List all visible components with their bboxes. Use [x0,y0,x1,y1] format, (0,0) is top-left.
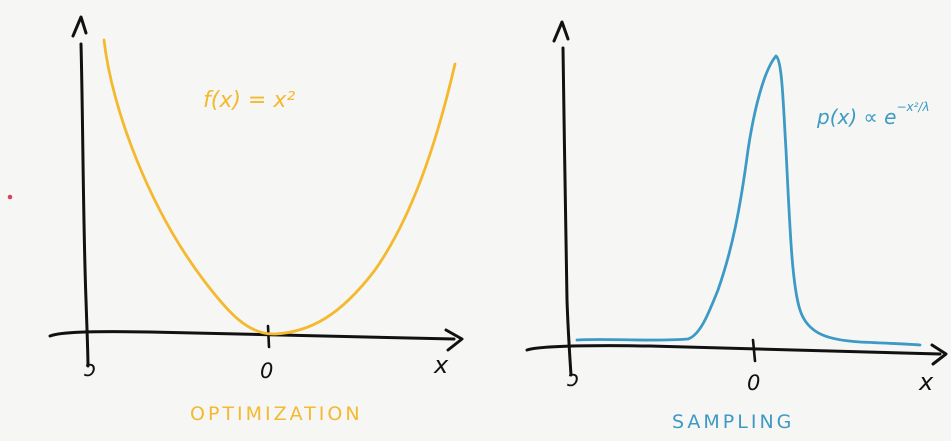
density-formula-base: p(x) ∝ e [816,105,896,129]
density-formula-exponent: −x²/λ [896,100,929,114]
left-y-arrowhead [71,15,88,38]
left-y-axis [79,42,90,368]
parabola-curve [102,38,457,336]
right-y-arrowhead [552,20,570,43]
left-left-tick-label: ɔ [84,357,96,382]
right-zero-label: 0 [747,371,760,395]
right-x-axis-label: x [918,368,934,396]
right-x-axis [525,344,942,356]
sampling-panel: Δ ɔ 0 x p(x) ∝ e−x²/λ SAMPLING [525,20,948,433]
optimization-caption: OPTIMIZATION [190,403,363,425]
right-left-tick-label: ɔ [567,367,579,392]
right-zero-tick [751,338,757,363]
parabola-formula: f(x) = x² [203,88,295,113]
left-y-axis-label: Δ [69,30,71,33]
left-x-axis [48,330,456,341]
right-y-axis-label: Δ [552,34,554,37]
left-zero-label: 0 [260,359,273,383]
density-formula: p(x) ∝ e−x²/λ [816,100,930,129]
left-zero-tick [266,324,271,349]
stray-dot [7,194,13,200]
right-y-axis [561,46,573,377]
density-curve [575,54,922,347]
sampling-caption: SAMPLING [672,411,794,433]
left-x-axis-label: x [433,351,449,379]
left-x-arrowhead [444,328,464,352]
optimization-panel: Δ ɔ 0 x f(x) = x² OPTIMIZATION [48,15,464,425]
right-x-arrowhead [930,343,948,366]
